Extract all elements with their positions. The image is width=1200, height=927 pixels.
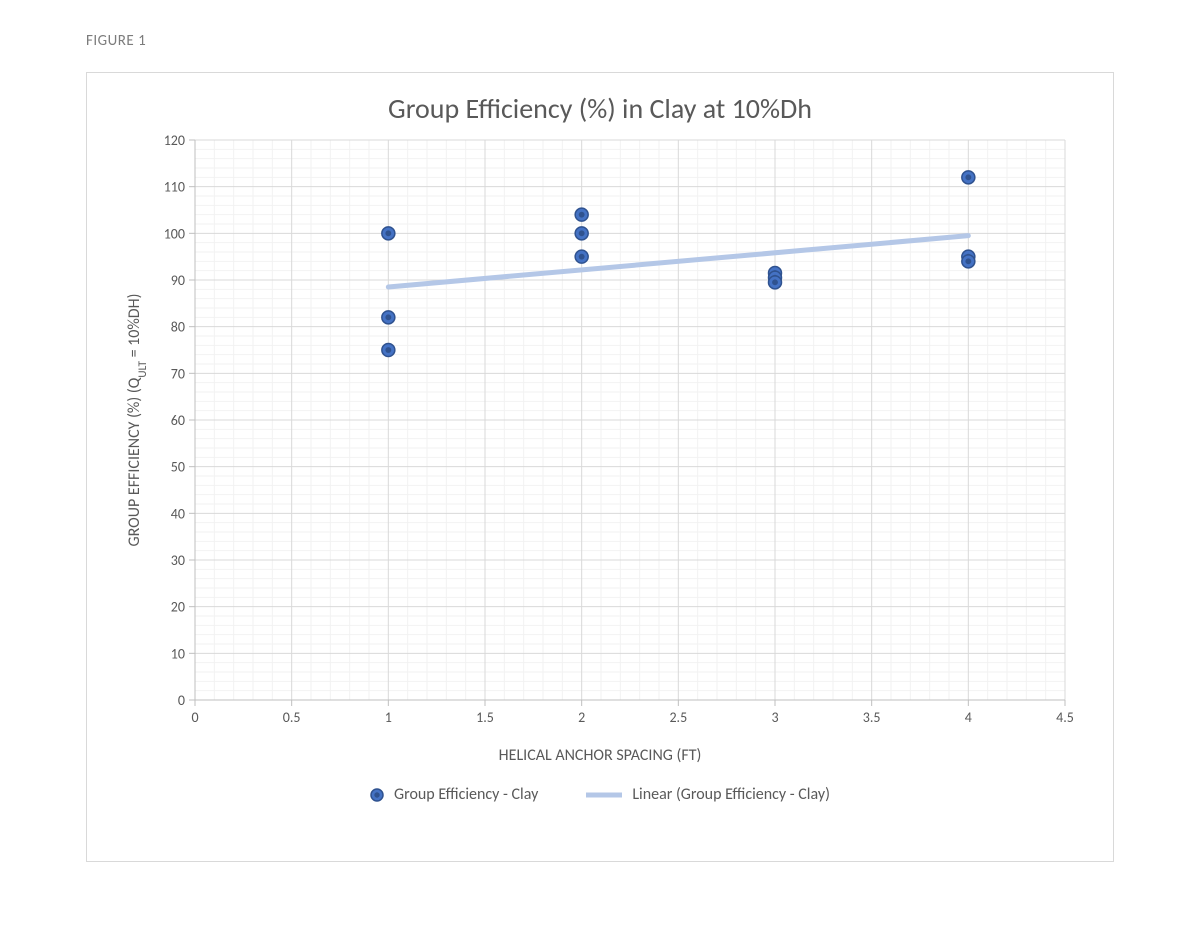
svg-text:GROUP EFFICIENCY (%) (QULT = 1: GROUP EFFICIENCY (%) (QULT = 10%DH) <box>125 294 150 547</box>
legend-item-trendline: Linear (Group Efficiency - Clay) <box>586 785 830 804</box>
svg-text:50: 50 <box>171 459 185 476</box>
svg-text:80: 80 <box>171 319 185 336</box>
svg-text:100: 100 <box>164 225 185 242</box>
svg-text:0: 0 <box>191 709 198 726</box>
figure-label: FIGURE 1 <box>86 32 146 50</box>
page: FIGURE 1 Group Efficiency (%) in Clay at… <box>0 0 1200 927</box>
svg-text:120: 120 <box>164 132 185 149</box>
plot-area: 0 0.5 1 1.5 2 2.5 3 3.5 4 4.5 0 10 20 30 40 50 60 70 80 90 1… <box>87 130 1115 740</box>
svg-text:90: 90 <box>171 272 185 289</box>
svg-text:1.5: 1.5 <box>476 709 494 726</box>
svg-text:60: 60 <box>171 412 185 429</box>
svg-text:30: 30 <box>171 552 185 569</box>
svg-text:10: 10 <box>171 645 185 662</box>
legend-line-icon <box>586 791 622 799</box>
chart-title: Group Efficiency (%) in Clay at 10%Dh <box>87 91 1113 126</box>
legend-series-label: Group Efficiency - Clay <box>394 785 538 804</box>
svg-text:20: 20 <box>171 599 185 616</box>
svg-text:4: 4 <box>965 709 972 726</box>
svg-text:1: 1 <box>385 709 392 726</box>
svg-text:110: 110 <box>164 179 185 196</box>
svg-text:4.5: 4.5 <box>1056 709 1074 726</box>
svg-text:40: 40 <box>171 505 185 522</box>
legend-item-series: Group Efficiency - Clay <box>370 785 538 804</box>
legend-marker-icon <box>370 788 384 802</box>
x-axis-label: HELICAL ANCHOR SPACING (FT) <box>87 746 1113 765</box>
svg-text:2.5: 2.5 <box>669 709 687 726</box>
chart-frame: Group Efficiency (%) in Clay at 10%Dh 00… <box>86 72 1114 862</box>
svg-text:0: 0 <box>178 692 185 709</box>
svg-text:3: 3 <box>771 709 778 726</box>
scatter-plot: 0 0.5 1 1.5 2 2.5 3 3.5 4 4.5 0 10 20 30 40 50 60 70 80 90 1… <box>117 130 1085 740</box>
svg-text:70: 70 <box>171 365 185 382</box>
svg-text:3.5: 3.5 <box>863 709 881 726</box>
svg-text:2: 2 <box>578 709 585 726</box>
legend-trendline-label: Linear (Group Efficiency - Clay) <box>632 785 830 804</box>
svg-text:0.5: 0.5 <box>283 709 301 726</box>
legend: Group Efficiency - Clay Linear (Group Ef… <box>87 785 1113 804</box>
